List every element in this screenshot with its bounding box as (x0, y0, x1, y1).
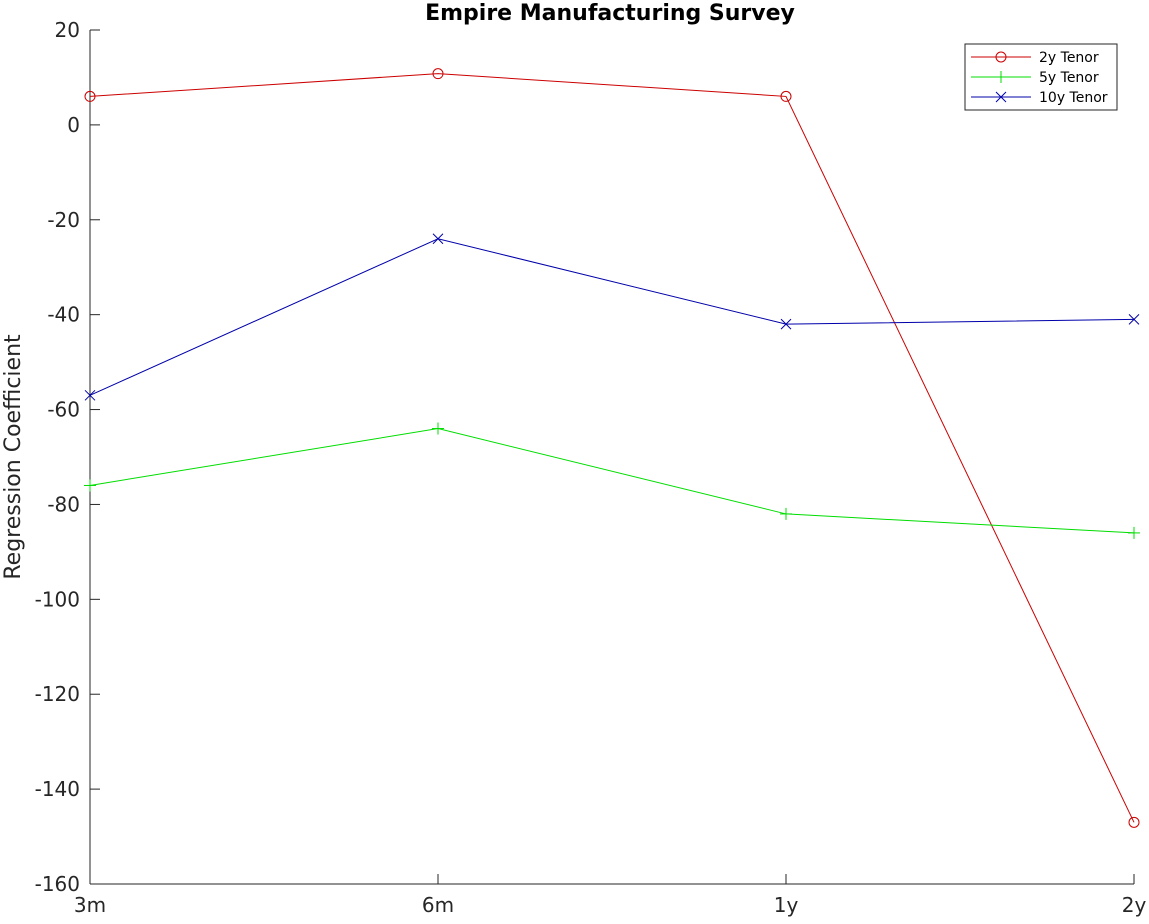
legend-marker (995, 71, 1007, 83)
data-point (432, 422, 444, 435)
x-tick-label: 2y (1122, 893, 1147, 917)
legend-item: 5y Tenor (971, 70, 1099, 86)
y-axis-title: Regression Coefficient (1, 334, 26, 580)
data-point (84, 90, 96, 102)
data-point (84, 389, 96, 401)
data-point (1128, 526, 1140, 539)
legend: 2y Tenor 5y Tenor 10y Tenor (964, 43, 1118, 111)
legend-item: 10y Tenor (971, 90, 1108, 106)
legend-label: 10y Tenor (1039, 90, 1108, 106)
data-point (1128, 816, 1140, 828)
legend-marker (995, 51, 1007, 63)
y-tick-label: -100 (35, 587, 80, 611)
y-tick-label: 20 (55, 18, 80, 42)
series-layer (84, 68, 1140, 828)
y-tick-label: -80 (47, 492, 80, 516)
y-tick-label: -60 (47, 398, 80, 422)
x-tick-label: 3m (74, 893, 106, 917)
data-point (780, 507, 792, 520)
x-tick-label: 6m (422, 893, 454, 917)
y-tick-label: -20 (47, 208, 80, 232)
data-point (1128, 314, 1140, 325)
series-line (89, 238, 1135, 396)
series-line (89, 428, 1135, 534)
series-line (89, 73, 1135, 823)
data-point (432, 68, 444, 80)
y-tick-label: -160 (35, 872, 80, 896)
legend-item: 2y Tenor (971, 50, 1099, 66)
legend-label: 5y Tenor (1039, 70, 1099, 86)
legend-label: 2y Tenor (1039, 50, 1099, 66)
y-tick-label: -140 (35, 777, 80, 801)
series-1 (84, 68, 1140, 828)
legend-marker (995, 91, 1007, 103)
y-tick-label: -120 (35, 682, 80, 706)
y-tick-label: 0 (67, 113, 80, 137)
x-tick-label: 1y (774, 893, 799, 917)
series-2 (84, 422, 1140, 539)
chart-title: Empire Manufacturing Survey (425, 1, 795, 26)
data-point (432, 233, 444, 245)
y-tick-label: -40 (47, 303, 80, 327)
data-point (84, 479, 96, 492)
data-point (780, 90, 792, 102)
series-3 (84, 233, 1140, 401)
data-point (780, 318, 792, 330)
